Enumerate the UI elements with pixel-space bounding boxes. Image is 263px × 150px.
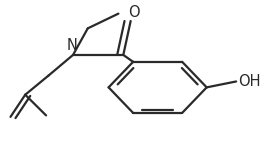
Text: N: N bbox=[66, 38, 77, 53]
Text: OH: OH bbox=[239, 74, 261, 89]
Text: O: O bbox=[129, 4, 140, 20]
